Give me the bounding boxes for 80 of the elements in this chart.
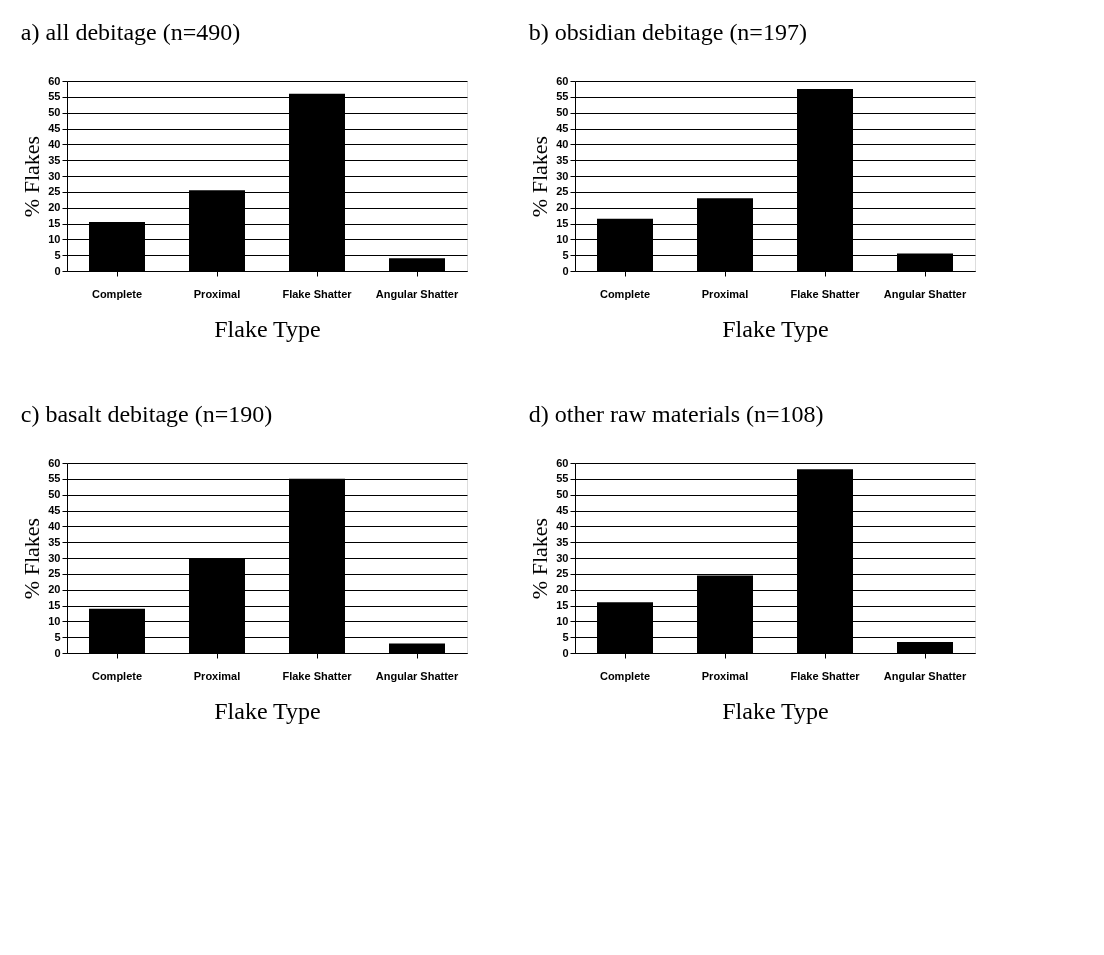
y-tick-label: 40 [556,137,569,150]
x-tick-label: Flake Shatter [790,669,861,682]
x-tick-label: Angular Shatter [883,287,967,300]
y-tick-label: 40 [556,519,569,532]
y-tick-label: 15 [556,217,569,229]
y-tick-label: 10 [556,232,569,245]
y-axis-title: % Flakes [527,135,553,218]
y-tick-label: 25 [48,567,61,580]
y-tick-label: 35 [48,153,61,166]
y-tick-label: 45 [48,504,61,516]
y-tick-label: 60 [48,456,61,469]
x-tick-label: Complete [599,669,651,682]
y-tick-label: 40 [48,137,61,150]
y-axis-title: % Flakes [19,135,45,218]
y-tick-label: 5 [54,630,61,643]
y-tick-label: 50 [48,106,61,119]
y-tick-label: 30 [556,169,569,182]
chart-title: c) basalt debitage (n=190) [20,401,273,427]
x-tick-label: Proximal [701,669,749,682]
y-tick-label: 15 [556,599,569,611]
x-tick-label: Complete [599,287,651,300]
y-tick-label: 20 [556,583,569,596]
y-tick-label: 35 [556,153,569,166]
y-tick-label: 50 [556,106,569,119]
y-tick-label: 20 [556,201,569,214]
y-tick-label: 30 [556,551,569,564]
y-tick-label: 45 [48,122,61,134]
x-tick-label: Flake Shatter [790,287,861,300]
y-tick-label: 40 [48,519,61,532]
y-tick-label: 0 [562,646,569,659]
y-tick-label: 55 [556,472,569,485]
y-tick-label: 30 [48,551,61,564]
y-tick-label: 5 [562,630,569,643]
y-tick-label: 25 [556,185,569,198]
y-tick-label: 15 [48,217,61,229]
y-tick-label: 25 [556,567,569,580]
x-tick-label: Proximal [701,287,749,300]
y-tick-label: 35 [48,535,61,548]
y-tick-label: 55 [48,90,61,103]
chart-title: b) obsidian debitage (n=197) [528,19,807,45]
y-tick-label: 50 [48,488,61,501]
y-tick-label: 15 [48,599,61,611]
x-tick-label: Angular Shatter [883,669,967,682]
y-tick-label: 50 [556,488,569,501]
x-tick-label: Proximal [193,287,241,300]
y-tick-label: 0 [562,264,569,277]
y-tick-label: 10 [556,614,569,627]
x-tick-label: Angular Shatter [375,669,459,682]
x-tick-label: Flake Shatter [282,669,353,682]
y-tick-label: 45 [556,122,569,134]
x-tick-label: Angular Shatter [375,287,459,300]
y-tick-label: 0 [54,646,61,659]
x-axis-title: Flake Type [722,315,829,342]
y-axis-title: % Flakes [527,517,553,600]
y-tick-label: 60 [48,74,61,87]
y-tick-label: 35 [556,535,569,548]
x-tick-label: Flake Shatter [282,287,353,300]
y-tick-label: 55 [48,472,61,485]
y-tick-label: 60 [556,456,569,469]
x-tick-label: Complete [91,669,143,682]
y-tick-label: 25 [48,185,61,198]
y-tick-label: 0 [54,264,61,277]
y-tick-label: 20 [48,201,61,214]
x-tick-label: Complete [91,287,143,300]
x-axis-title: Flake Type [214,697,321,724]
y-tick-label: 5 [54,248,61,261]
x-axis-title: Flake Type [214,315,321,342]
y-tick-label: 30 [48,169,61,182]
y-tick-label: 10 [48,232,61,245]
y-tick-label: 20 [48,583,61,596]
y-tick-label: 45 [556,504,569,516]
y-tick-label: 55 [556,90,569,103]
y-tick-label: 60 [556,74,569,87]
y-tick-label: 10 [48,614,61,627]
chart-title: d) other raw materials (n=108) [528,401,824,427]
chart-title: a) all debitage (n=490) [20,19,241,45]
x-axis-title: Flake Type [722,697,829,724]
y-tick-label: 5 [562,248,569,261]
x-tick-label: Proximal [193,669,241,682]
y-axis-title: % Flakes [19,517,45,600]
